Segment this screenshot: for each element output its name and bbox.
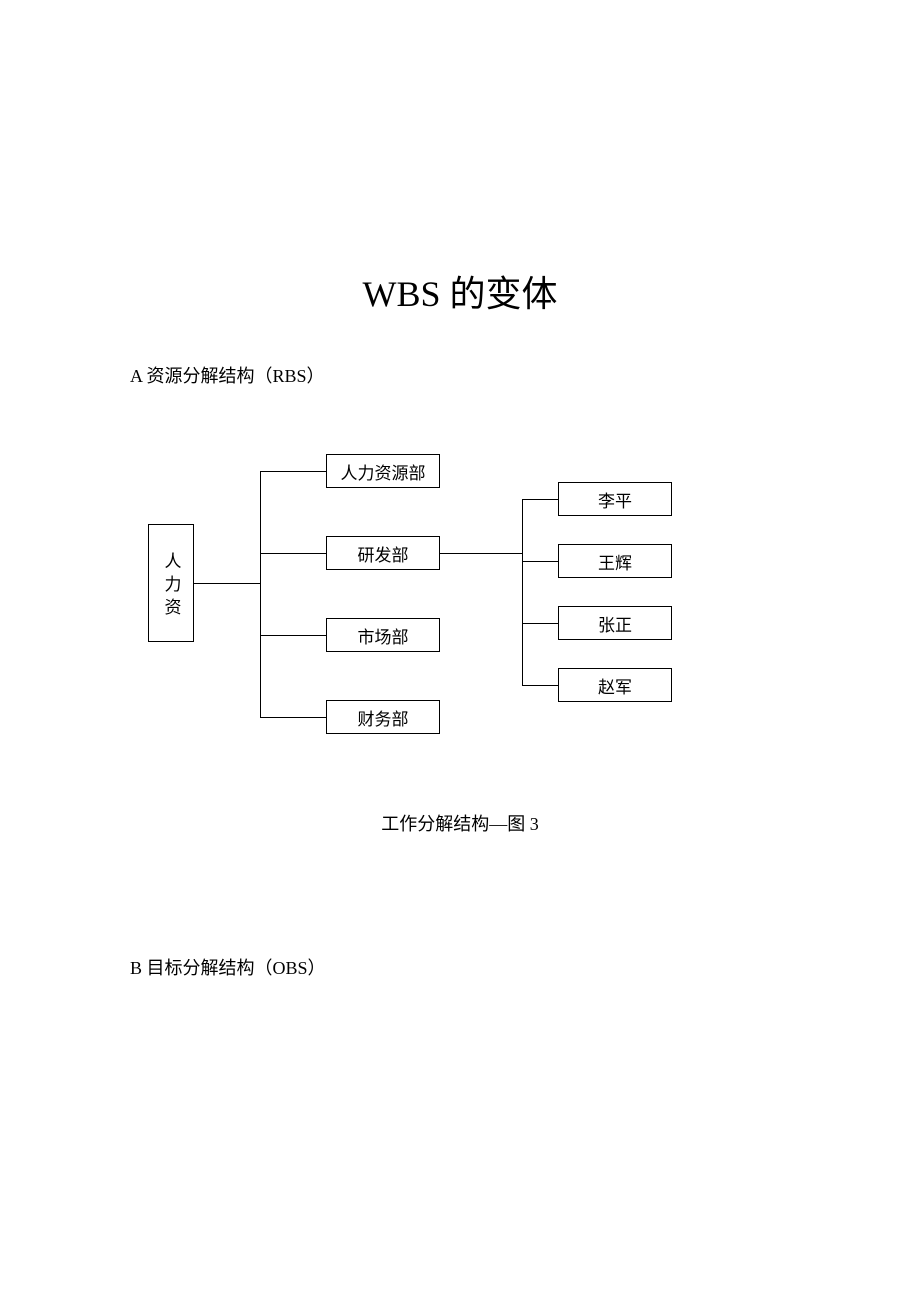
node-l2-hr: 人力资源部 — [326, 454, 440, 488]
connector-l3-stub-liping — [522, 499, 558, 500]
connector-rd-out — [440, 553, 522, 554]
section-a-heading: A 资源分解结构（RBS） — [130, 362, 325, 388]
connector-l2-bus — [260, 471, 261, 717]
connector-l3-bus — [522, 499, 523, 685]
section-b-heading: B 目标分解结构（OBS） — [130, 954, 326, 980]
connector-l3-stub-zhangzh — [522, 623, 558, 624]
connector-l2-stub-market — [260, 635, 326, 636]
node-l3-wanghui: 王辉 — [558, 544, 672, 578]
connector-root-stub — [194, 583, 260, 584]
rbs-diagram: 人力资 人力资源部研发部市场部财务部 李平王辉张正赵军 — [130, 440, 790, 760]
connector-l3-stub-zhaojun — [522, 685, 558, 686]
node-l2-market: 市场部 — [326, 618, 440, 652]
connector-l2-stub-finance — [260, 717, 326, 718]
node-l3-zhaojun: 赵军 — [558, 668, 672, 702]
node-l2-finance: 财务部 — [326, 700, 440, 734]
node-l3-liping: 李平 — [558, 482, 672, 516]
page-title: WBS 的变体 — [0, 265, 920, 317]
connector-l3-stub-wanghui — [522, 561, 558, 562]
connector-l2-stub-rd — [260, 553, 326, 554]
connector-l2-stub-hr — [260, 471, 326, 472]
node-root: 人力资 — [148, 524, 194, 642]
diagram-caption: 工作分解结构—图 3 — [0, 810, 920, 836]
node-l2-rd: 研发部 — [326, 536, 440, 570]
node-l3-zhangzh: 张正 — [558, 606, 672, 640]
